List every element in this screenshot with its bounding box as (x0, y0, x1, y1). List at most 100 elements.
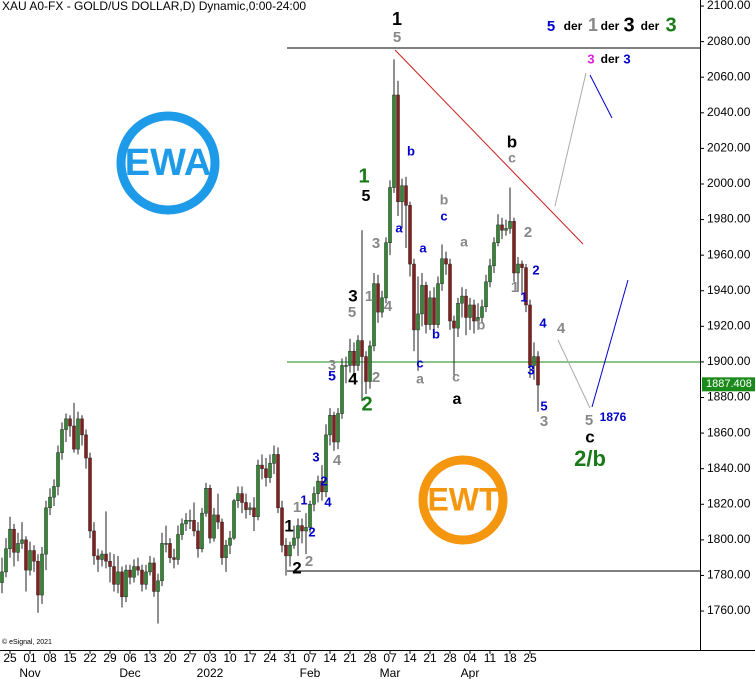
wave-label: 1 (392, 9, 402, 29)
wave-label: c (416, 355, 423, 370)
wave-label: 1 (284, 516, 293, 535)
candle-body (104, 553, 108, 562)
candle-body (140, 569, 144, 585)
month-label: Mar (380, 666, 401, 679)
x-tick-label: 06 (123, 651, 137, 665)
month-label: 2022 (197, 666, 224, 679)
candle-body (88, 457, 92, 532)
candle-body (176, 534, 180, 560)
wave-label: 4 (348, 369, 358, 388)
wave-label: 1 (300, 492, 307, 507)
candle-body (364, 356, 368, 382)
candle-body (412, 263, 416, 331)
candle-body (424, 285, 428, 325)
candle-body (204, 488, 208, 514)
wave-label: 3 (587, 51, 594, 66)
candle-body (432, 297, 436, 325)
x-tick-label: 21 (423, 651, 437, 665)
candle-body (164, 543, 168, 545)
x-tick-label: 04 (463, 651, 477, 665)
wave-label: 3 (348, 286, 357, 305)
y-tick-label: 1840.00 (707, 461, 751, 475)
candle-body (184, 520, 188, 525)
y-tick-label: 1800.00 (707, 532, 751, 546)
wave-label: 3 (328, 357, 336, 374)
candle-body (260, 464, 264, 469)
candle-body (500, 224, 504, 231)
candle-body (0, 571, 4, 583)
candle-body (80, 418, 84, 436)
projection-line (589, 74, 613, 119)
x-tick-label: 24 (263, 651, 277, 665)
candle-body (96, 555, 100, 560)
candle-body (256, 464, 260, 517)
candle-body (448, 263, 452, 322)
candle-body (404, 185, 408, 206)
candle-body (148, 562, 152, 573)
candle-body (324, 434, 328, 493)
x-tick-label: 01 (23, 651, 37, 665)
candle-body (192, 520, 196, 532)
month-label: Feb (300, 666, 321, 679)
x-tick-label: 14 (403, 651, 417, 665)
x-tick-label: 25 (3, 651, 17, 665)
candle-body (320, 480, 324, 493)
y-tick-label: 1960.00 (707, 247, 751, 261)
x-tick-label: 07 (303, 651, 317, 665)
candle-body (196, 530, 200, 550)
candle-body (368, 345, 372, 382)
candle-body (24, 539, 28, 571)
x-tick-label: 27 (183, 651, 197, 665)
y-tick-label: 1940.00 (707, 283, 751, 297)
candle-body (348, 350, 352, 366)
wave-label: 2 (308, 524, 315, 539)
wave-label: a (419, 240, 427, 255)
y-tick-label: 1780.00 (707, 568, 751, 582)
candle-body (488, 265, 492, 283)
candle-body (456, 302, 460, 329)
candle-body (212, 514, 216, 539)
candle-body (180, 523, 184, 535)
candle-body (236, 493, 240, 501)
wave-label: b (407, 143, 415, 158)
x-tick-label: 28 (363, 651, 377, 665)
candle-body (216, 514, 220, 523)
wave-label: b (477, 317, 486, 333)
candle-body (288, 544, 292, 557)
month-label: Apr (461, 666, 480, 679)
candle-body (264, 468, 268, 478)
candle-body (444, 258, 448, 265)
candle-body (44, 507, 48, 555)
candle-body (472, 304, 476, 322)
wave-label: 1 (293, 499, 301, 516)
wave-label: 2/b (574, 446, 606, 471)
wave-label: a (460, 234, 468, 250)
candle-body (496, 224, 500, 243)
x-tick-label: 25 (523, 651, 537, 665)
candle-body (528, 304, 532, 366)
candle-body (168, 543, 172, 558)
candle-body (248, 507, 252, 510)
wave-label: 3 (527, 362, 534, 377)
wave-label: der (601, 19, 620, 33)
wave-label: 4 (333, 452, 342, 469)
wave-label: c (585, 427, 594, 446)
candle-body (396, 94, 400, 203)
candle-body (116, 571, 120, 585)
candle-body (224, 544, 228, 558)
candle-body (460, 295, 464, 304)
wave-label: b (440, 192, 449, 208)
candle-body (36, 560, 40, 596)
wave-label: der (601, 52, 620, 66)
wave-label: 2 (292, 558, 301, 577)
wave-label: 5 (540, 398, 547, 413)
candle-body (436, 283, 440, 325)
y-tick-label: 2060.00 (707, 69, 751, 83)
candle-body (8, 528, 12, 550)
wave-label: 2 (361, 393, 372, 415)
wave-label: a (395, 220, 403, 235)
candle-body (464, 295, 468, 318)
x-tick-label: 15 (63, 651, 77, 665)
candle-body (284, 544, 288, 557)
